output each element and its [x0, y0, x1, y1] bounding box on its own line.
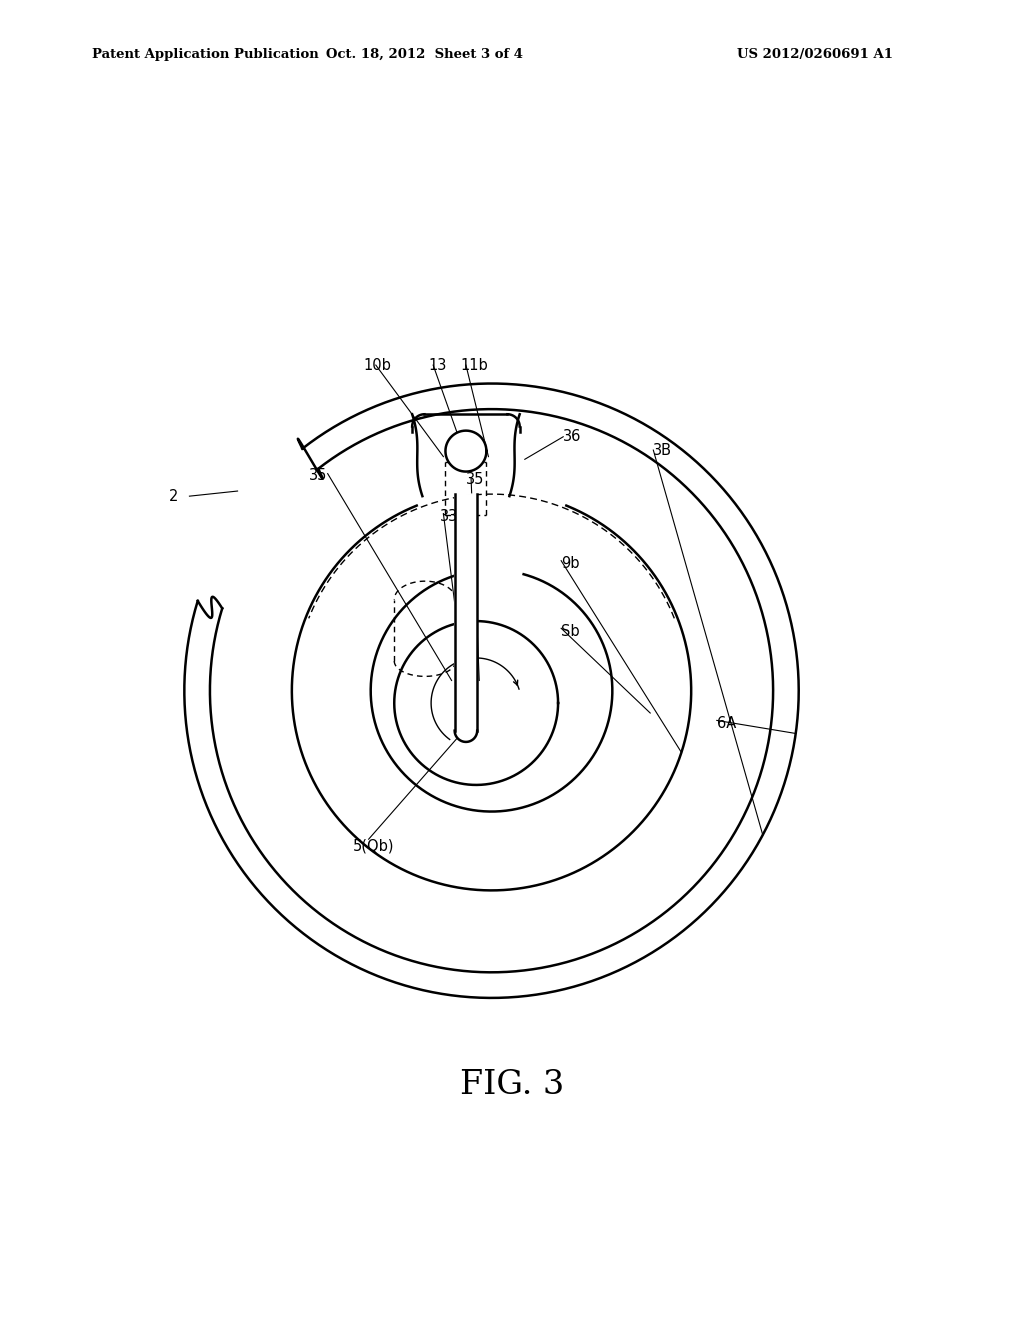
Text: Oct. 18, 2012  Sheet 3 of 4: Oct. 18, 2012 Sheet 3 of 4 [327, 48, 523, 61]
Text: Sb: Sb [561, 624, 580, 639]
Text: 11b: 11b [461, 358, 488, 372]
Text: US 2012/0260691 A1: US 2012/0260691 A1 [737, 48, 893, 61]
Text: 5(Qb): 5(Qb) [353, 840, 395, 854]
Text: 10b: 10b [364, 358, 391, 372]
Polygon shape [455, 494, 477, 742]
Text: 13: 13 [428, 358, 446, 372]
Text: 33: 33 [440, 510, 459, 524]
Text: 6A: 6A [717, 715, 736, 731]
Text: 35: 35 [466, 473, 484, 487]
Text: FIG. 3: FIG. 3 [460, 1069, 564, 1101]
Text: 2: 2 [169, 488, 178, 504]
Text: 35: 35 [309, 469, 328, 483]
Text: 9b: 9b [561, 556, 580, 572]
Polygon shape [445, 430, 486, 471]
Text: 3B: 3B [653, 442, 673, 458]
Text: 36: 36 [563, 429, 582, 445]
Text: Patent Application Publication: Patent Application Publication [92, 48, 318, 61]
